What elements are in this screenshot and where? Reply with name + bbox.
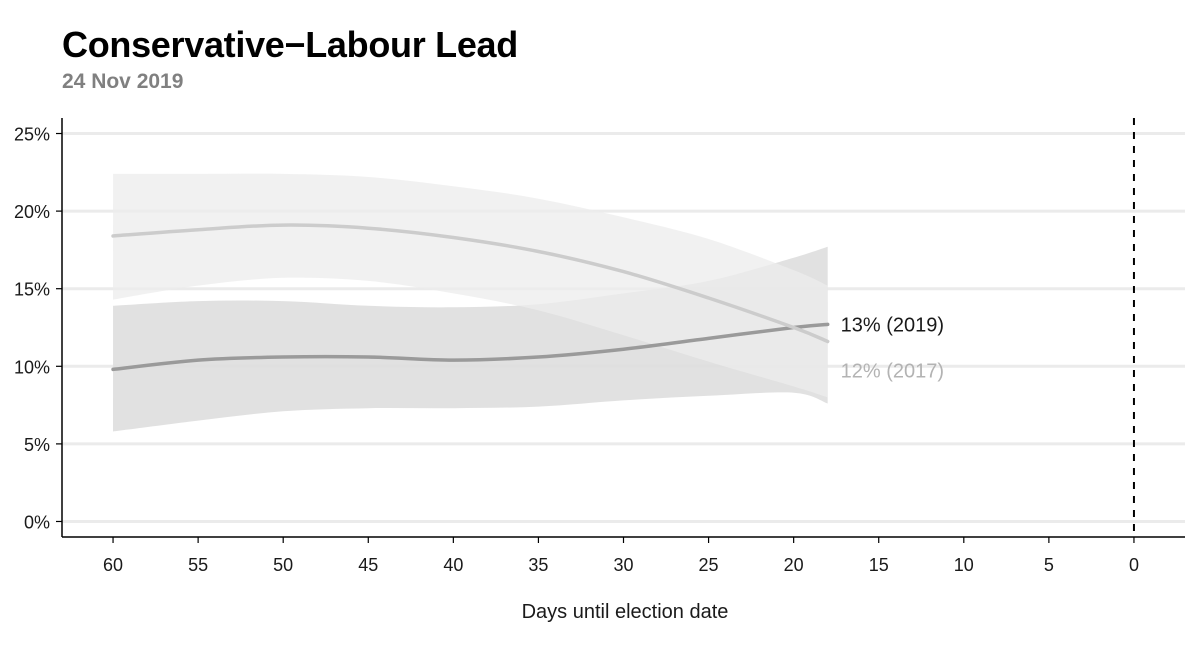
y-tick-label: 20% [14, 202, 50, 222]
x-tick-label: 45 [358, 555, 378, 575]
confidence-band-2 [113, 173, 828, 398]
x-tick-label: 25 [699, 555, 719, 575]
series-line-1 [111, 322, 830, 372]
y-tick-label: 25% [14, 125, 50, 145]
series-end-label-2: 12% (2017) [841, 360, 944, 382]
x-tick-label: 50 [273, 555, 293, 575]
axes: 0%5%10%15%20%25%60 55 50 45 40 35 30 25 20 15 10 5 0 [14, 118, 1185, 575]
series-lines [111, 223, 830, 372]
x-tick-label: 5 [1044, 555, 1054, 575]
confidence-bands [113, 173, 828, 432]
y-tick-label: 15% [14, 280, 50, 300]
series-end-label-1: 13% (2019) [841, 314, 944, 336]
chart-title: Conservative−Labour Lead [62, 24, 518, 65]
y-tick-label: 10% [14, 357, 50, 377]
x-tick-label: 60 [103, 555, 123, 575]
chart-subtitle: 24 Nov 2019 [62, 70, 184, 93]
x-tick-label: 35 [528, 555, 548, 575]
x-tick-label: 20 [784, 555, 804, 575]
y-tick-label: 0% [24, 512, 50, 532]
x-tick-label: 40 [443, 555, 463, 575]
x-tick-label: 30 [613, 555, 633, 575]
x-tick-label: 0 [1129, 555, 1139, 575]
x-tick-label: 10 [954, 555, 974, 575]
x-tick-label: 55 [188, 555, 208, 575]
series-line-2 [111, 223, 830, 344]
x-tick-label: 15 [869, 555, 889, 575]
y-tick-label: 5% [24, 435, 50, 455]
series-end-labels: 13% (2019) 12% (2017) [841, 314, 944, 382]
x-axis-label: Days until election date [522, 601, 729, 623]
